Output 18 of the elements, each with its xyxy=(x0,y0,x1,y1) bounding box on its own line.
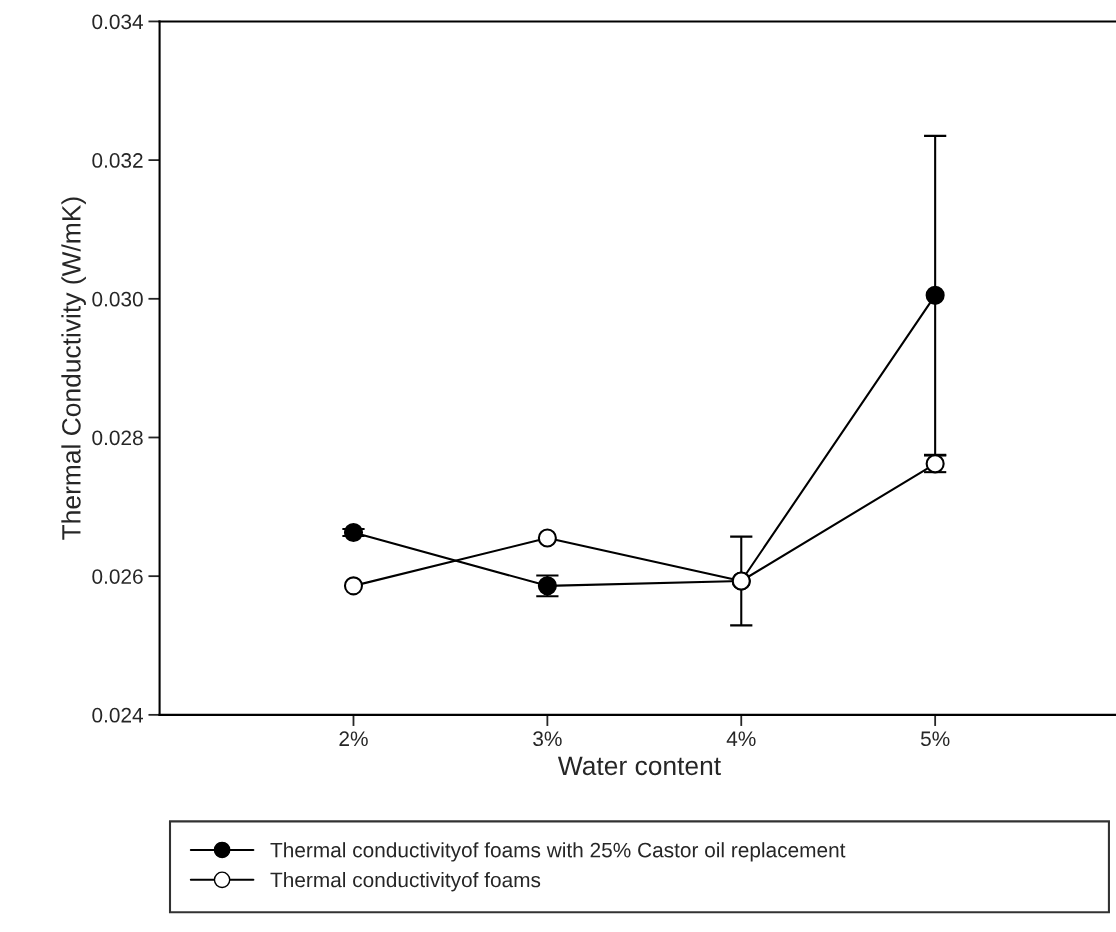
x-tick-label: 4% xyxy=(726,731,756,747)
point xyxy=(343,576,364,596)
legend-label: Thermal conductivityof foams with 25% Castor oil replacement xyxy=(270,842,846,862)
x-tick-label: 3% xyxy=(533,731,562,747)
point xyxy=(343,522,364,543)
point xyxy=(537,528,557,548)
y-tick-label: 0.026 xyxy=(92,569,143,584)
point xyxy=(925,285,945,305)
y-axis-title: Thermal Conductivity (W/mK) xyxy=(61,197,86,540)
y-tick-label: 0.028 xyxy=(92,430,143,446)
legend-label: Thermal conductivityof foams xyxy=(270,872,541,892)
y-tick-label: 0.034 xyxy=(92,14,144,30)
y-tick-label: 0.030 xyxy=(92,291,143,307)
x-tick-label: 2% xyxy=(339,731,368,747)
y-tick-label: 0.024 xyxy=(92,707,144,723)
x-tick-label: 5% xyxy=(920,731,950,747)
y-tick-label: 0.032 xyxy=(92,153,143,168)
x-axis-title: Water content xyxy=(557,756,721,776)
